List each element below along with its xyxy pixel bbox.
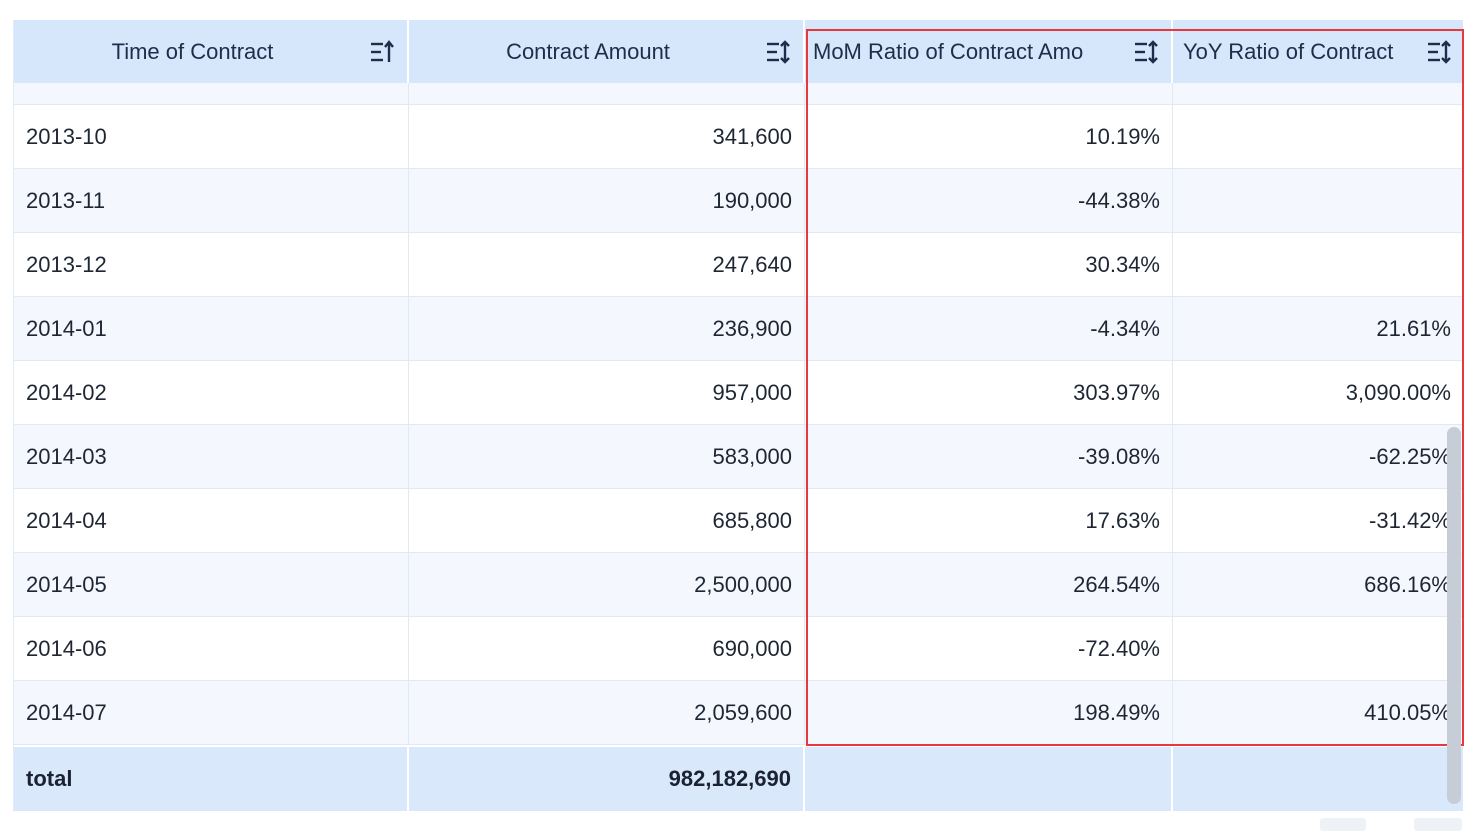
mom-cell: -39.08% [805, 425, 1173, 489]
table-footer-total: total 982,182,690 [14, 747, 1463, 811]
vertical-scrollbar-thumb[interactable] [1447, 427, 1461, 804]
time-cell: 2014-04 [14, 489, 409, 553]
total-yoy [1173, 747, 1463, 811]
mom-cell: 10.19% [805, 105, 1173, 169]
mom-cell: -44.38% [805, 169, 1173, 233]
column-header-label: Time of Contract [111, 39, 274, 64]
amount-cell: 690,000 [409, 617, 805, 681]
column-header-label: Contract Amount [506, 39, 670, 64]
column-header-label: MoM Ratio of Contract Amo [813, 39, 1084, 64]
sort-ascending-icon[interactable] [369, 39, 395, 65]
column-header-yoy[interactable]: YoY Ratio of Contract [1173, 20, 1463, 83]
time-cell: 2014-05 [14, 553, 409, 617]
table-cell [409, 83, 805, 105]
amount-cell: 2,500,000 [409, 553, 805, 617]
yoy-cell: 410.05% [1173, 681, 1463, 745]
mom-cell: -72.40% [805, 617, 1173, 681]
yoy-cell [1173, 617, 1463, 681]
total-amount: 982,182,690 [409, 747, 805, 811]
total-mom [805, 747, 1173, 811]
table-cell [805, 83, 1173, 105]
data-table: Time of Contract Contract Amount MoM Rat… [13, 20, 1463, 812]
table-cell [1173, 83, 1463, 105]
sort-icon[interactable] [765, 39, 791, 65]
time-cell: 2013-12 [14, 233, 409, 297]
amount-cell: 236,900 [409, 297, 805, 361]
amount-cell: 2,059,600 [409, 681, 805, 745]
mom-cell: 30.34% [805, 233, 1173, 297]
column-header-time[interactable]: Time of Contract [14, 20, 409, 83]
yoy-cell [1173, 233, 1463, 297]
mom-cell: -4.34% [805, 297, 1173, 361]
amount-cell: 957,000 [409, 361, 805, 425]
mom-cell: 303.97% [805, 361, 1173, 425]
column-header-label: YoY Ratio of Contract [1183, 39, 1394, 64]
scroll-control[interactable] [1320, 818, 1366, 831]
mom-cell: 264.54% [805, 553, 1173, 617]
table-body[interactable]: 2013-10 341,600 10.19% 2013-11 190,000 -… [14, 83, 1463, 746]
yoy-cell [1173, 105, 1463, 169]
yoy-cell: -31.42% [1173, 489, 1463, 553]
total-label: total [14, 747, 409, 811]
time-cell: 2014-06 [14, 617, 409, 681]
column-header-mom[interactable]: MoM Ratio of Contract Amo [805, 20, 1173, 83]
time-cell: 2013-11 [14, 169, 409, 233]
amount-cell: 190,000 [409, 169, 805, 233]
scroll-control[interactable] [1414, 818, 1462, 831]
column-header-amount[interactable]: Contract Amount [409, 20, 805, 83]
yoy-cell [1173, 169, 1463, 233]
mom-cell: 17.63% [805, 489, 1173, 553]
amount-cell: 685,800 [409, 489, 805, 553]
yoy-cell: 21.61% [1173, 297, 1463, 361]
mom-cell: 198.49% [805, 681, 1173, 745]
yoy-cell: 686.16% [1173, 553, 1463, 617]
sort-icon[interactable] [1133, 39, 1159, 65]
yoy-cell: -62.25% [1173, 425, 1463, 489]
table-header: Time of Contract Contract Amount MoM Rat… [14, 20, 1463, 83]
time-cell: 2013-10 [14, 105, 409, 169]
time-cell: 2014-03 [14, 425, 409, 489]
table-cell [14, 83, 409, 105]
yoy-cell: 3,090.00% [1173, 361, 1463, 425]
time-cell: 2014-07 [14, 681, 409, 745]
sort-icon[interactable] [1426, 39, 1452, 65]
amount-cell: 247,640 [409, 233, 805, 297]
amount-cell: 341,600 [409, 105, 805, 169]
time-cell: 2014-02 [14, 361, 409, 425]
time-cell: 2014-01 [14, 297, 409, 361]
amount-cell: 583,000 [409, 425, 805, 489]
